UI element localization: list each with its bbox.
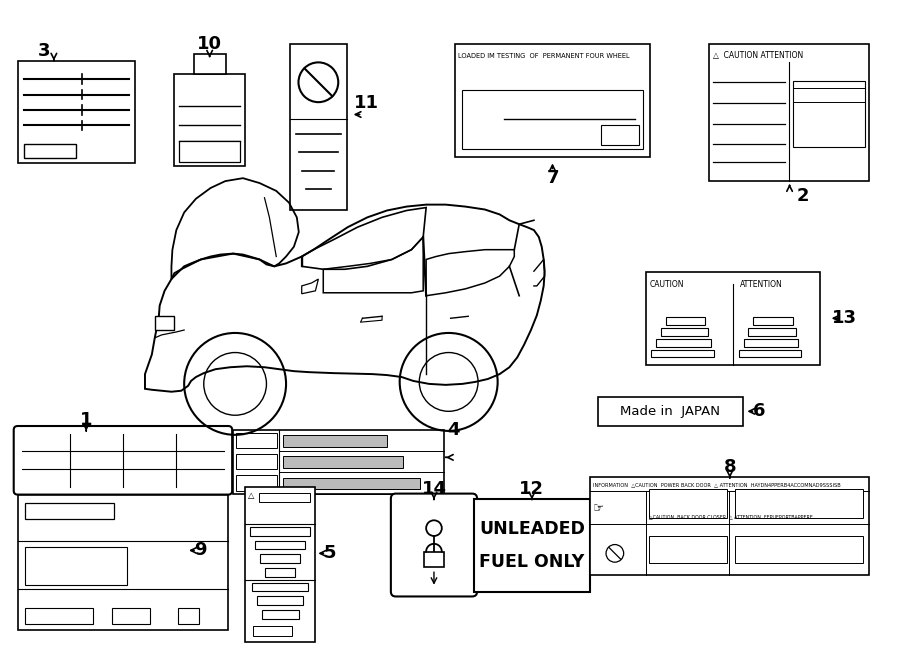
Bar: [255, 541, 305, 549]
Text: ☞: ☞: [593, 502, 604, 515]
Bar: [23, 144, 76, 157]
Bar: [645, 272, 820, 366]
FancyBboxPatch shape: [14, 426, 232, 494]
Bar: [265, 568, 295, 577]
Text: 1: 1: [80, 411, 93, 429]
Bar: [601, 126, 639, 145]
Text: 4: 4: [447, 421, 460, 439]
Bar: [236, 433, 276, 448]
Text: UNLEADED: UNLEADED: [479, 520, 585, 538]
Bar: [284, 457, 403, 468]
Bar: [284, 478, 420, 489]
Text: △: △: [248, 490, 255, 500]
Text: 2: 2: [797, 187, 809, 205]
Bar: [709, 44, 868, 181]
Bar: [739, 350, 801, 358]
Bar: [253, 626, 292, 636]
Bar: [18, 61, 135, 163]
Bar: [194, 54, 226, 74]
Bar: [25, 547, 127, 585]
Bar: [649, 535, 726, 563]
Text: 5: 5: [324, 545, 337, 563]
Bar: [252, 582, 309, 592]
Bar: [177, 608, 199, 624]
Bar: [424, 552, 444, 567]
Text: 9: 9: [194, 541, 207, 559]
Bar: [598, 397, 742, 426]
Bar: [474, 498, 590, 592]
Bar: [649, 488, 726, 518]
Bar: [290, 44, 346, 210]
Text: 7: 7: [546, 169, 559, 187]
Text: CAUTION: CAUTION: [650, 280, 684, 289]
Bar: [25, 608, 93, 624]
Text: 6: 6: [753, 403, 765, 420]
Text: 13: 13: [832, 309, 857, 327]
Text: 3: 3: [38, 42, 50, 60]
Bar: [179, 141, 240, 161]
Text: ATTENTION: ATTENTION: [740, 280, 783, 289]
Text: LOADED IM TESTING  OF  PERMANENT FOUR WHEEL: LOADED IM TESTING OF PERMANENT FOUR WHEE…: [458, 53, 630, 59]
Text: INFORMATION  △CAUTION  POWER BACK DOOR  △ ATTENTION  HAYDN4PPERB4ACCOMNAD9SSSISB: INFORMATION △CAUTION POWER BACK DOOR △ A…: [593, 482, 841, 487]
Bar: [656, 339, 711, 346]
Bar: [260, 555, 301, 563]
Text: 10: 10: [197, 35, 222, 53]
Bar: [749, 328, 796, 336]
Text: △CAUTION  BACK DOOR CLOSER  △ ATTENTION  FEPUEPORTBAPPERE: △CAUTION BACK DOOR CLOSER △ ATTENTION FE…: [649, 514, 813, 519]
Text: 11: 11: [354, 94, 379, 112]
Bar: [112, 608, 150, 624]
Text: FUEL ONLY: FUEL ONLY: [480, 553, 585, 571]
Bar: [284, 435, 387, 447]
Bar: [262, 610, 299, 619]
Bar: [652, 350, 715, 358]
Bar: [236, 454, 276, 469]
Text: Made in  JAPAN: Made in JAPAN: [620, 405, 720, 418]
Bar: [175, 74, 245, 167]
Bar: [666, 317, 706, 325]
Bar: [662, 328, 708, 336]
Bar: [454, 44, 651, 157]
Bar: [18, 494, 229, 630]
Bar: [25, 504, 114, 519]
Bar: [258, 492, 310, 502]
Text: △  CAUTION ATTENTION: △ CAUTION ATTENTION: [713, 51, 804, 60]
Text: 12: 12: [519, 480, 544, 498]
Bar: [250, 527, 310, 535]
Bar: [793, 81, 865, 147]
Text: 14: 14: [421, 480, 446, 498]
Bar: [463, 90, 643, 149]
Bar: [590, 477, 868, 575]
Bar: [735, 488, 863, 518]
Bar: [155, 317, 175, 330]
Bar: [236, 475, 276, 490]
Bar: [256, 596, 303, 605]
Bar: [245, 486, 315, 642]
Bar: [233, 430, 444, 494]
FancyBboxPatch shape: [391, 494, 477, 596]
Bar: [735, 535, 863, 563]
Text: 8: 8: [724, 458, 736, 476]
Bar: [753, 317, 793, 325]
Bar: [743, 339, 798, 346]
